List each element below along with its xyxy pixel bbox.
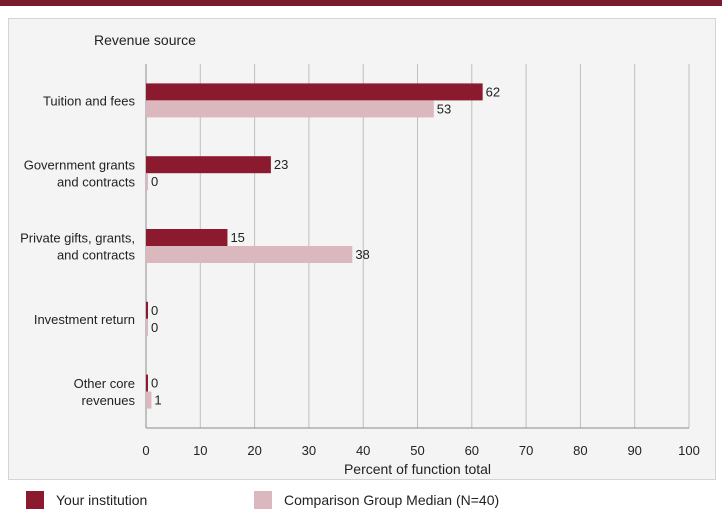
x-tick-label: 40 [356, 443, 370, 458]
x-axis-title: Percent of function total [344, 461, 491, 477]
legend-label-your-institution: Your institution [56, 492, 148, 508]
bar-value-label: 0 [151, 320, 158, 335]
legend-item-your-institution: Your institution [26, 491, 147, 509]
bar-your-institution [146, 156, 271, 174]
bar-comparison [146, 318, 148, 336]
x-tick-label: 80 [573, 443, 587, 458]
bar-value-label: 0 [151, 303, 158, 318]
category-label: Tuition and fees [43, 93, 136, 108]
bar-your-institution [146, 301, 148, 319]
x-tick-label: 60 [465, 443, 479, 458]
x-tick-label: 70 [519, 443, 533, 458]
category-label: Government grants [24, 158, 136, 173]
x-tick-label: 50 [410, 443, 424, 458]
bar-value-label: 0 [151, 174, 158, 189]
category-label: revenues [82, 393, 136, 408]
chart-legend: Your institution Comparison Group Median… [0, 486, 722, 516]
x-tick-label: 20 [247, 443, 261, 458]
bar-your-institution [146, 83, 483, 101]
bar-value-label: 1 [154, 393, 161, 408]
legend-label-comparison: Comparison Group Median (N=40) [284, 492, 500, 508]
x-tick-label: 100 [678, 443, 700, 458]
bar-value-label: 53 [437, 101, 451, 116]
x-tick-label: 90 [627, 443, 641, 458]
category-label: and contracts [57, 248, 136, 263]
bar-comparison [146, 246, 353, 263]
bar-comparison [146, 100, 434, 118]
category-label: Other core [74, 376, 135, 391]
bar-value-label: 38 [355, 247, 369, 262]
legend-swatch-your-institution [26, 491, 44, 509]
x-tick-label: 10 [193, 443, 207, 458]
bar-value-label: 15 [230, 230, 244, 245]
bar-value-label: 23 [274, 157, 288, 172]
legend-swatch-comparison [254, 491, 272, 509]
category-label: Private gifts, grants, [20, 231, 135, 246]
category-label: Investment return [34, 312, 135, 327]
top-accent-rule [0, 0, 722, 6]
bar-value-label: 62 [486, 84, 500, 99]
bar-comparison [146, 173, 148, 191]
x-tick-label: 0 [142, 443, 149, 458]
bar-your-institution [146, 229, 228, 246]
bar-comparison [146, 391, 152, 409]
category-axis-title: Revenue source [94, 32, 196, 48]
bar-value-label: 0 [151, 376, 158, 391]
category-label: and contracts [57, 175, 136, 190]
bar-your-institution [146, 374, 148, 392]
legend-item-comparison: Comparison Group Median (N=40) [254, 491, 499, 509]
x-tick-label: 30 [302, 443, 316, 458]
